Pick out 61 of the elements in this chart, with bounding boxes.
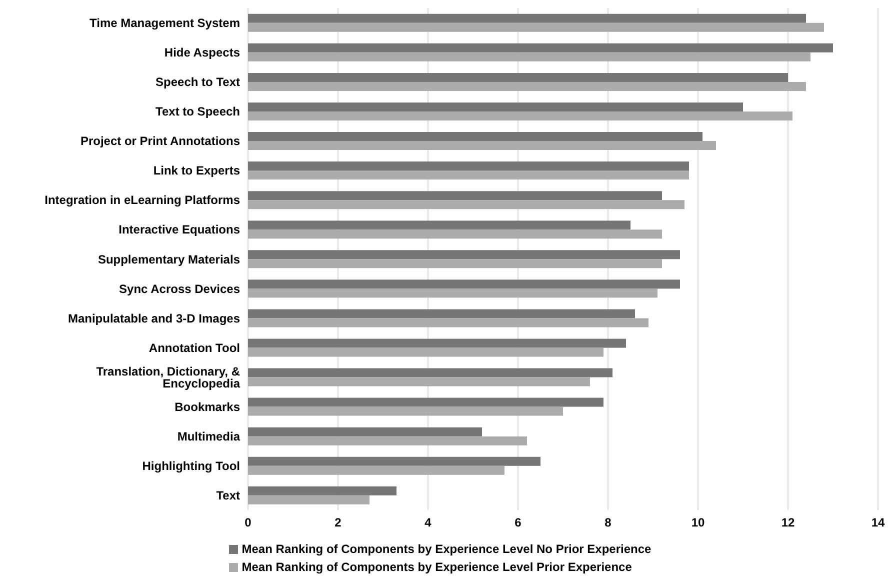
bar	[248, 259, 662, 268]
bar	[248, 111, 792, 120]
y-tick-label: Multimedia	[177, 429, 240, 444]
y-tick-label: Interactive Equations	[118, 222, 240, 237]
bar	[248, 141, 716, 150]
y-tick-label: Supplementary Materials	[98, 252, 240, 266]
y-tick-label: Project or Print Annotations	[80, 134, 240, 148]
bar	[248, 348, 604, 357]
bar	[248, 14, 806, 23]
x-tick-label: 2	[334, 516, 342, 530]
bar	[248, 427, 482, 436]
bar	[248, 456, 540, 466]
y-tick-label: Translation, Dictionary, & Encyclopedia	[96, 364, 240, 390]
bar	[248, 162, 689, 171]
bar	[248, 22, 824, 32]
bar	[248, 72, 788, 82]
y-tick-label: Sync Across Devices	[119, 282, 240, 296]
bar	[248, 495, 370, 504]
x-tick-label: 10	[691, 516, 705, 530]
x-tick-label: 0	[244, 516, 252, 530]
bar	[248, 200, 684, 210]
bar	[248, 288, 658, 298]
bar	[248, 466, 504, 475]
y-tick-label: Manipulatable and 3-D Images	[68, 311, 240, 326]
x-tick-label: 4	[424, 516, 432, 530]
bar	[248, 318, 648, 328]
x-tick-label: 12	[781, 516, 795, 530]
legend-label: Mean Ranking of Components by Experience Level Prior Experience	[242, 560, 632, 574]
bar	[248, 368, 612, 378]
bar	[248, 52, 810, 62]
bar	[248, 132, 702, 142]
y-tick-label: Text	[216, 488, 240, 502]
y-tick-label: Integration in eLearning Platforms	[44, 193, 240, 208]
bar	[248, 170, 689, 180]
bar	[248, 338, 626, 348]
x-tick-label: 8	[604, 516, 612, 530]
y-tick-label: Link to Experts	[153, 164, 240, 178]
y-tick-label: Annotation Tool	[148, 340, 240, 355]
bar	[248, 43, 833, 52]
y-tick-label: Highlighting Tool	[142, 458, 240, 473]
bar	[248, 486, 396, 496]
legend-label: Mean Ranking of Components by Experience Level No Prior Experience	[242, 542, 652, 556]
x-tick-label: 14	[871, 516, 885, 530]
bar	[248, 250, 680, 260]
bar	[248, 82, 806, 91]
y-tick-label: Hide Aspects	[164, 46, 240, 60]
x-tick-label: 6	[514, 516, 522, 530]
bar	[248, 220, 630, 230]
bar	[248, 398, 604, 407]
bar	[248, 436, 527, 446]
y-tick-label: Time Management System	[90, 16, 240, 30]
bar	[248, 230, 662, 239]
bar	[248, 406, 563, 416]
y-tick-label: Speech to Text	[156, 75, 240, 90]
bar	[248, 102, 743, 112]
bar	[248, 191, 662, 200]
bar	[248, 309, 635, 318]
bar	[248, 280, 680, 289]
y-tick-label: Bookmarks	[174, 400, 240, 414]
y-tick-label: Text to Speech	[156, 104, 240, 119]
bar	[248, 377, 590, 386]
